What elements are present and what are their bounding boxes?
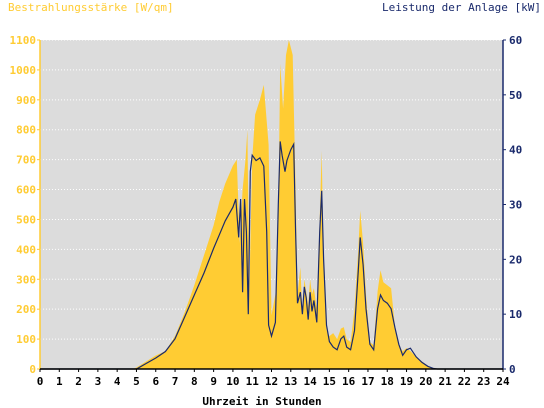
x-axis-ticks: 0 1 2 3 4 5 6 7 8 9 10 11 12 13 14 15 16 17 18 19 20 21 22 23 24 (37, 369, 510, 388)
right-axis-title: Leistung der Anlage [kW] (382, 1, 541, 14)
x-tick-label: 19 (400, 375, 413, 388)
x-tick-label: 21 (439, 375, 453, 388)
plot-background (40, 40, 503, 369)
left-tick-label: 1000 (10, 64, 37, 77)
x-tick-label: 16 (342, 375, 356, 388)
right-tick-label: 20 (509, 253, 522, 266)
x-tick-label: 24 (496, 375, 510, 388)
left-tick-label: 900 (16, 94, 36, 107)
x-tick-label: 6 (152, 375, 159, 388)
left-tick-label: 500 (16, 213, 36, 226)
x-tick-label: 10 (226, 375, 239, 388)
x-tick-label: 18 (381, 375, 394, 388)
x-tick-label: 15 (323, 375, 336, 388)
x-tick-label: 8 (191, 375, 198, 388)
left-tick-label: 700 (16, 154, 36, 167)
right-tick-label: 40 (509, 144, 522, 157)
x-tick-label: 3 (95, 375, 102, 388)
x-tick-label: 7 (172, 375, 179, 388)
x-tick-label: 22 (458, 375, 471, 388)
left-tick-label: 300 (16, 273, 36, 286)
left-tick-label: 400 (16, 243, 36, 256)
left-tick-label: 100 (16, 333, 36, 346)
left-tick-label: 800 (16, 124, 36, 137)
right-tick-label: 50 (509, 89, 522, 102)
x-tick-label: 11 (246, 375, 260, 388)
x-tick-label: 17 (361, 375, 374, 388)
x-tick-label: 0 (37, 375, 44, 388)
left-axis-title: Bestrahlungsstärke [W/qm] (8, 1, 174, 14)
x-tick-label: 14 (303, 375, 317, 388)
left-axis-ticks: 0 100 200 300 400 500 600 700 800 900 1000 1100 (10, 34, 40, 376)
left-tick-label: 0 (29, 363, 36, 376)
x-tick-label: 4 (114, 375, 121, 388)
right-axis-ticks: 0 10 20 30 40 50 60 (503, 34, 522, 376)
x-axis-title: Uhrzeit in Stunden (202, 395, 321, 408)
x-tick-label: 23 (477, 375, 490, 388)
right-tick-label: 60 (509, 34, 522, 47)
x-tick-label: 9 (210, 375, 217, 388)
left-tick-label: 600 (16, 184, 36, 197)
left-tick-label: 200 (16, 303, 36, 316)
x-tick-label: 2 (75, 375, 82, 388)
x-tick-label: 20 (419, 375, 432, 388)
power-line (40, 141, 503, 370)
x-tick-label: 5 (133, 375, 140, 388)
irradiance-area (40, 40, 503, 369)
right-tick-label: 10 (509, 308, 522, 321)
x-tick-label: 12 (265, 375, 278, 388)
right-tick-label: 30 (509, 199, 522, 212)
x-tick-label: 13 (284, 375, 297, 388)
x-tick-label: 1 (56, 375, 63, 388)
right-tick-label: 0 (509, 363, 516, 376)
left-tick-label: 1100 (10, 34, 37, 47)
